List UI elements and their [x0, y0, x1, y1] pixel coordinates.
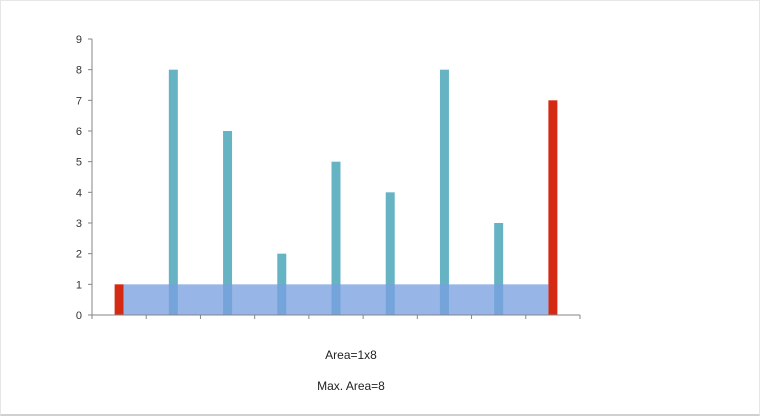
- bar: [494, 223, 504, 315]
- max-area-annotation: Max. Area=8: [317, 379, 385, 393]
- bar: [331, 161, 341, 315]
- y-tick-label: 4: [76, 187, 82, 199]
- y-tick-label: 6: [76, 126, 82, 138]
- y-tick-label: 7: [76, 95, 82, 107]
- bars-layer: [114, 69, 558, 316]
- area-annotation: Area=1x8: [325, 348, 377, 362]
- bar: [385, 192, 395, 315]
- y-tick-label: 8: [76, 65, 82, 77]
- bar: [223, 131, 233, 315]
- y-tick-label: 5: [76, 157, 82, 169]
- y-tick-label: 3: [76, 218, 82, 230]
- y-tick-label: 1: [76, 279, 82, 291]
- bar: [168, 69, 178, 316]
- y-tick-label: 9: [76, 34, 82, 46]
- highlighted-bar: [114, 284, 124, 315]
- axis-layer: 0 1 2 3 4 5 6 7 8 9: [76, 34, 581, 322]
- bar: [439, 69, 449, 316]
- highlighted-bar: [548, 100, 558, 315]
- y-tick-label: 0: [76, 310, 82, 322]
- y-tick-label: 2: [76, 249, 82, 261]
- area-overlay: [123, 284, 549, 315]
